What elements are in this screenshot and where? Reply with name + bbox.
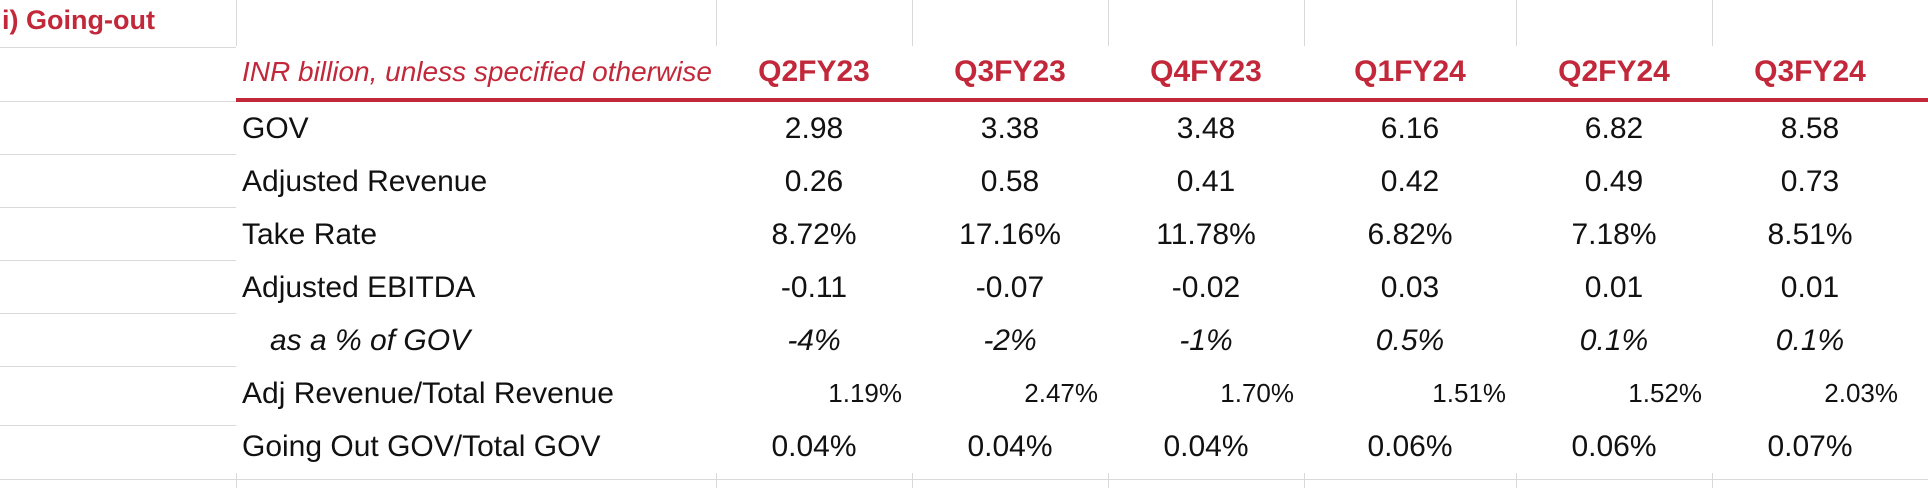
table-cell: 0.1% — [1579, 323, 1649, 357]
quarter-header: Q2FY23 — [758, 55, 870, 88]
table-header-row: INR billion, unless specified otherwise … — [236, 46, 1928, 102]
table-cell: 11.78% — [1156, 217, 1256, 251]
row-label: Take Rate — [242, 217, 378, 251]
table-cell: -0.11 — [780, 270, 848, 304]
table-cell: -1% — [1179, 323, 1233, 357]
table-cell: 0.41 — [1176, 164, 1236, 198]
row-label: as a % of GOV — [270, 323, 471, 357]
table-cell: 0.04% — [771, 429, 857, 463]
table-cell: 0.42 — [1380, 164, 1440, 198]
table-row: Take Rate 8.72% 17.16% 11.78% 6.82% 7.18… — [236, 208, 1928, 263]
table-cell: 0.04% — [1163, 429, 1249, 463]
table-cell: 1.52% — [1628, 378, 1702, 408]
table-cell: 0.5% — [1375, 323, 1445, 357]
table-row: GOV 2.98 3.38 3.48 6.16 6.82 8.58 — [236, 102, 1928, 157]
quarter-header: Q4FY23 — [1150, 55, 1262, 88]
table-cell: 0.49 — [1584, 164, 1644, 198]
table-row: Adj Revenue/Total Revenue 1.19% 2.47% 1.… — [236, 367, 1928, 420]
quarter-header: Q3FY23 — [954, 55, 1066, 88]
table-cell: 3.48 — [1176, 111, 1236, 145]
table-cell: 0.01 — [1780, 270, 1840, 304]
row-label: Going Out GOV/Total GOV — [242, 429, 601, 463]
table-cell: -4% — [787, 323, 841, 357]
table-row: Adjusted EBITDA -0.11 -0.07 -0.02 0.03 0… — [236, 261, 1928, 316]
table-row: as a % of GOV -4% -2% -1% 0.5% 0.1% 0.1% — [236, 314, 1928, 369]
quarter-header: Q3FY24 — [1754, 55, 1866, 88]
table-cell: 2.03% — [1824, 378, 1898, 408]
table-cell: 0.01 — [1584, 270, 1644, 304]
table-cell: 1.70% — [1220, 378, 1294, 408]
quarter-header: Q1FY24 — [1354, 55, 1466, 88]
table-cell: 8.51% — [1767, 217, 1853, 251]
units-header: INR billion, unless specified otherwise — [242, 56, 712, 87]
row-label: Adjusted Revenue — [242, 164, 488, 198]
table-cell: 0.06% — [1571, 429, 1657, 463]
table-cell: 3.38 — [980, 111, 1040, 145]
table-cell: -2% — [983, 323, 1037, 357]
table-cell: 2.98 — [784, 111, 844, 145]
table-cell: 7.18% — [1571, 217, 1657, 251]
row-label: Adjusted EBITDA — [242, 270, 476, 304]
table-cell: -0.02 — [1171, 270, 1241, 304]
table-cell: 6.16 — [1380, 111, 1440, 145]
table-row: Adjusted Revenue 0.26 0.58 0.41 0.42 0.4… — [236, 155, 1928, 210]
table-cell: 2.47% — [1024, 378, 1098, 408]
table-cell: 0.04% — [967, 429, 1053, 463]
table-cell: 0.07% — [1767, 429, 1853, 463]
quarter-header: Q2FY24 — [1558, 55, 1670, 88]
table-cell: 6.82 — [1584, 111, 1644, 145]
table-cell: 6.82% — [1367, 217, 1453, 251]
row-label: GOV — [242, 111, 309, 145]
table-cell: 1.19% — [828, 378, 902, 408]
table-cell: -0.07 — [975, 270, 1045, 304]
table-row: Going Out GOV/Total GOV 0.04% 0.04% 0.04… — [236, 420, 1928, 473]
table-cell: 8.72% — [771, 217, 857, 251]
table-cell: 0.26 — [784, 164, 844, 198]
grid-row-line — [0, 479, 1928, 480]
table-cell: 0.06% — [1367, 429, 1453, 463]
table-cell: 0.58 — [980, 164, 1040, 198]
row-label: Adj Revenue/Total Revenue — [242, 376, 614, 410]
table-cell: 17.16% — [959, 217, 1061, 251]
table-cell: 0.73 — [1780, 164, 1840, 198]
table-cell: 8.58 — [1780, 111, 1840, 145]
table-cell: 1.51% — [1432, 378, 1506, 408]
table-cell: 0.03 — [1380, 270, 1440, 304]
table-cell: 0.1% — [1775, 323, 1845, 357]
section-title: i) Going-out — [2, 5, 155, 35]
